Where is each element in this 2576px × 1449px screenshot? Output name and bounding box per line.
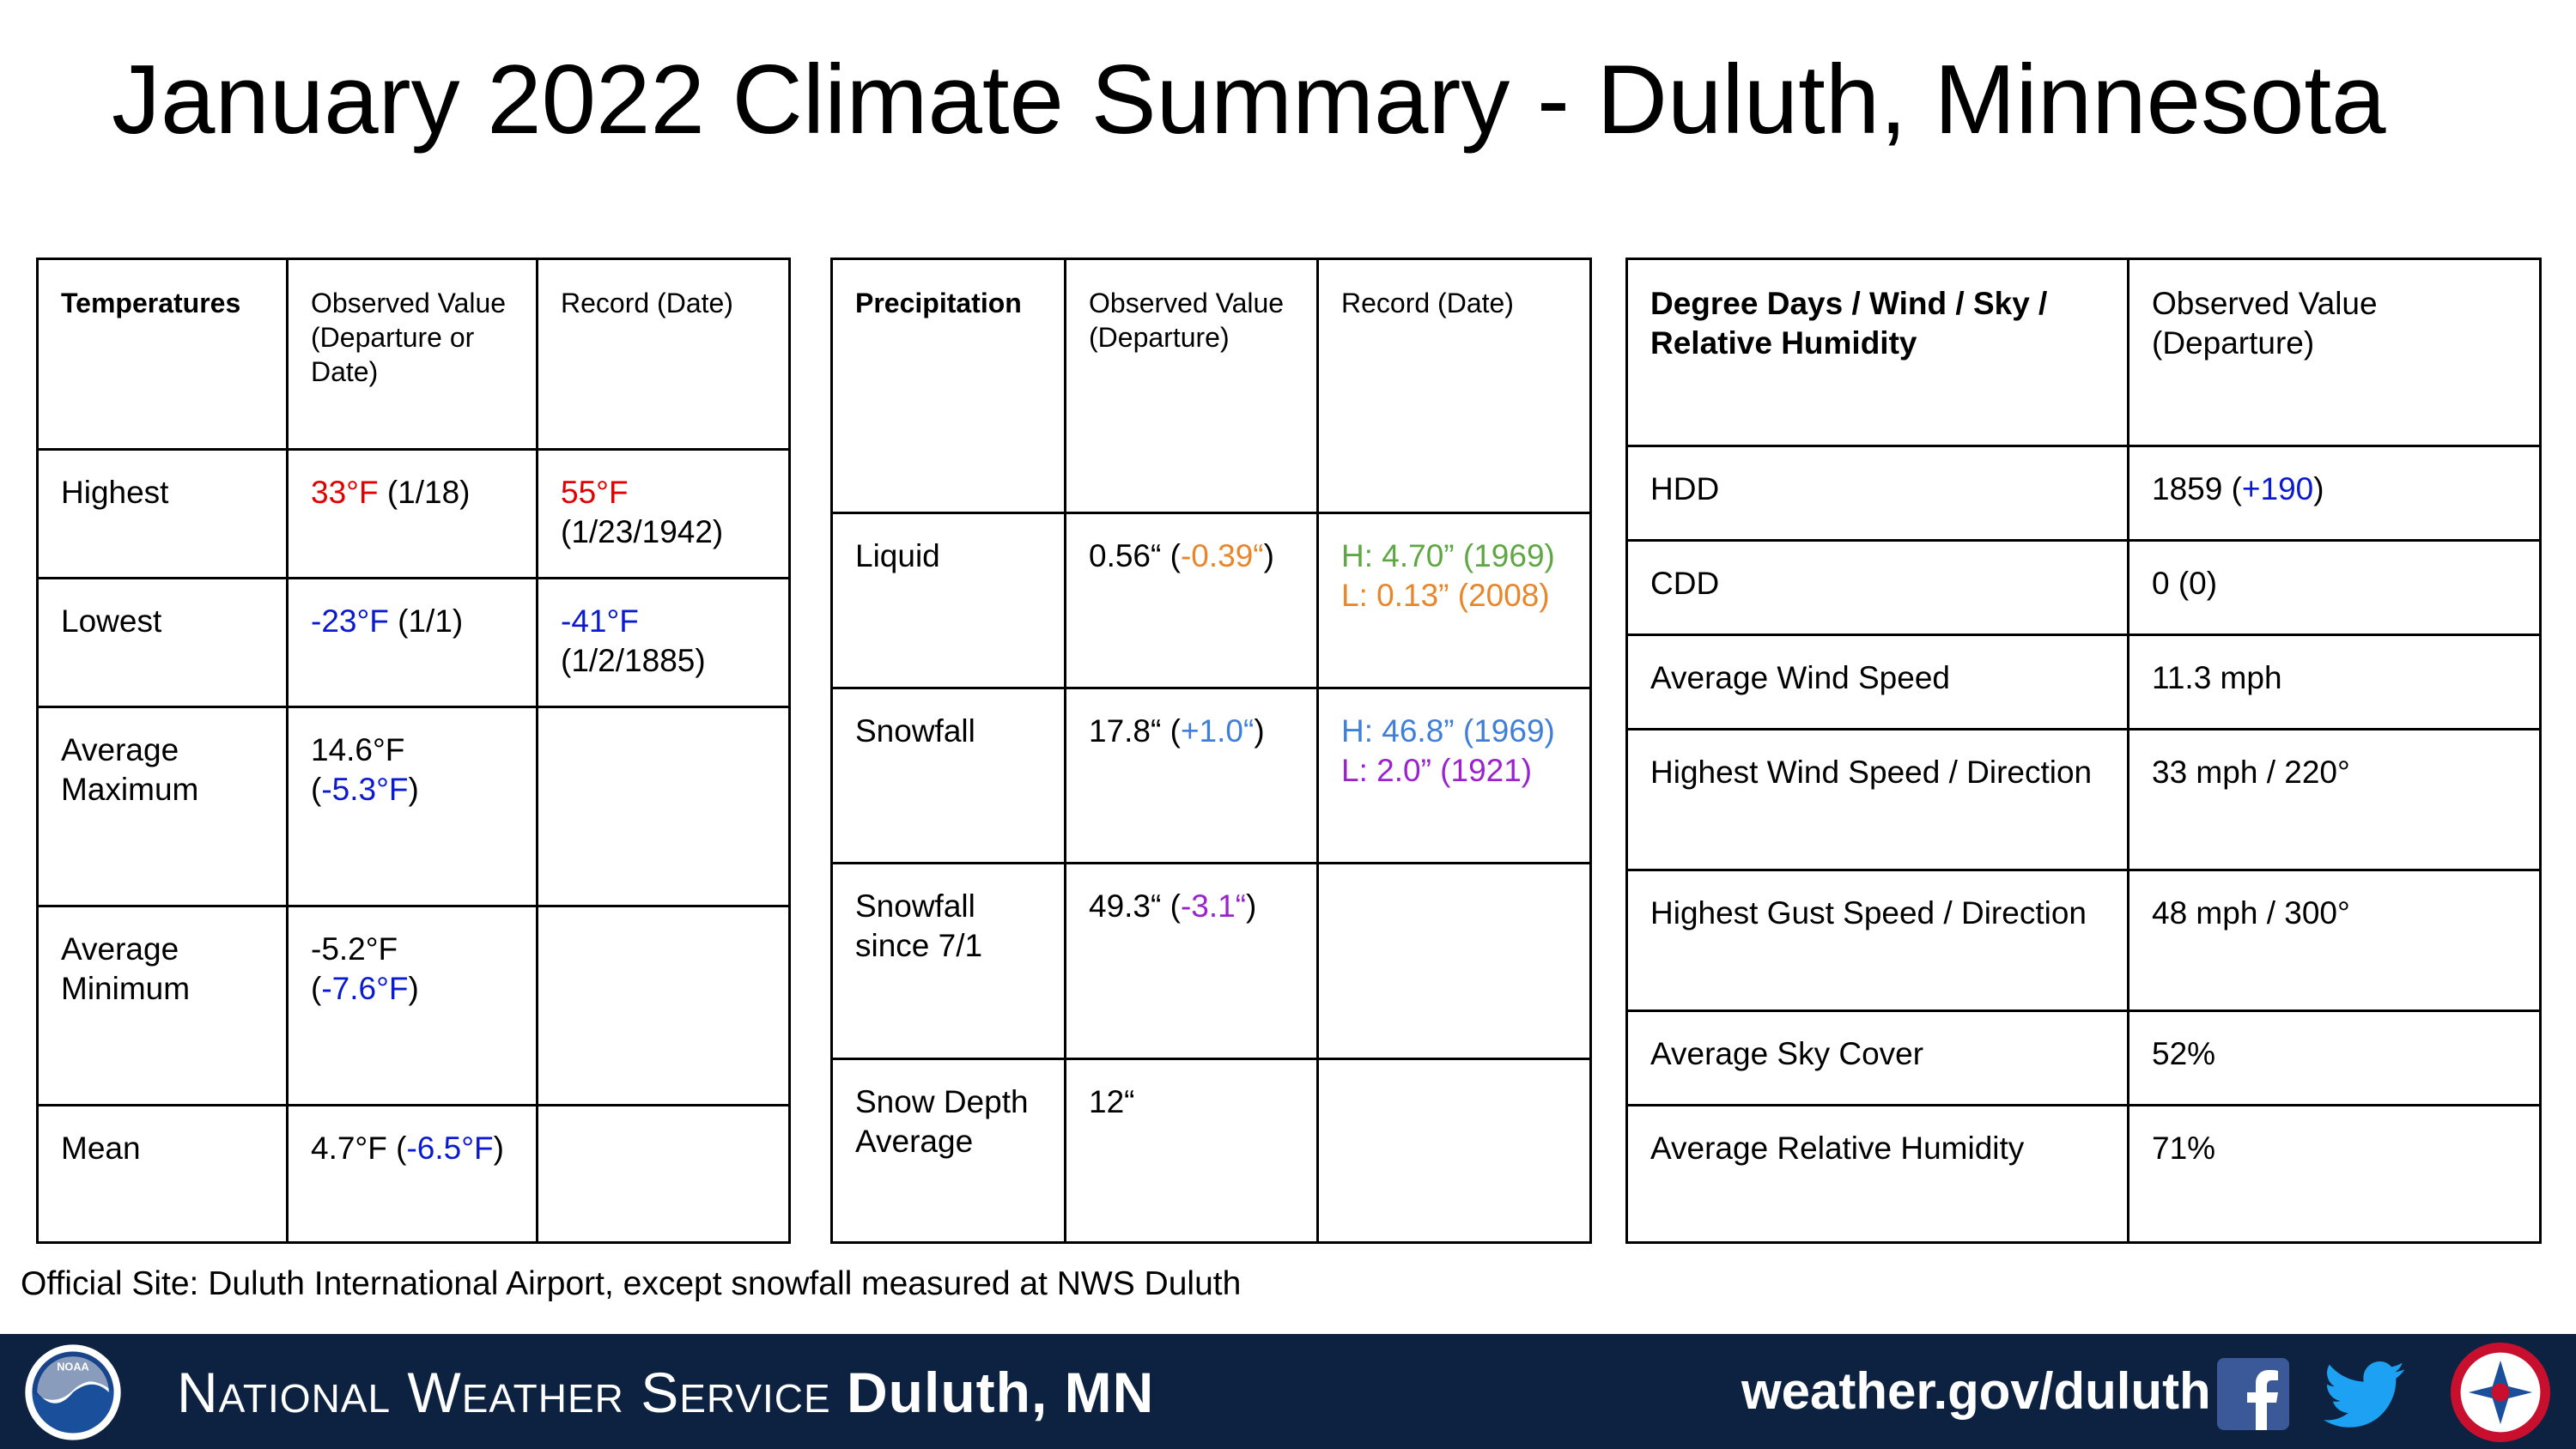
temperatures-table: Temperatures Observed Value (Departure o… bbox=[36, 258, 791, 1244]
column-header: Observed Value (Departure or Date) bbox=[286, 258, 538, 451]
observed-value: 0 (0) bbox=[2127, 539, 2542, 636]
record-value: H: 4.70” (1969) L: 0.13” (2008) bbox=[1316, 512, 1592, 689]
table-row: Average Relative Humidity 71% bbox=[1625, 1104, 2542, 1244]
column-header: Temperatures bbox=[36, 258, 289, 451]
observed-value: 48 mph / 300° bbox=[2127, 869, 2542, 1012]
row-label: Snowfall since 7/1 bbox=[830, 862, 1066, 1060]
observed-value: 0.56“ (-0.39“) bbox=[1064, 512, 1319, 689]
row-label: Average Relative Humidity bbox=[1625, 1104, 2129, 1244]
row-label: Highest Gust Speed / Direction bbox=[1625, 869, 2129, 1012]
observed-value: 4.7°F (-6.5°F) bbox=[286, 1104, 538, 1244]
observed-value: 33 mph / 220° bbox=[2127, 728, 2542, 871]
website-link[interactable]: weather.gov/duluth bbox=[1741, 1362, 2211, 1420]
table-header-row: Precipitation Observed Value (Departure)… bbox=[830, 258, 1592, 514]
nws-logo bbox=[2451, 1343, 2550, 1442]
svg-text:NOAA: NOAA bbox=[57, 1360, 89, 1373]
record-value: -41°F (1/2/1885) bbox=[536, 577, 791, 708]
footnote: Official Site: Duluth International Airp… bbox=[21, 1265, 1242, 1302]
column-header: Record (Date) bbox=[536, 258, 791, 451]
table-row: Highest 33°F (1/18) 55°F (1/23/1942) bbox=[36, 448, 791, 579]
table-row: CDD 0 (0) bbox=[1625, 539, 2542, 636]
page-title: January 2022 Climate Summary - Duluth, M… bbox=[112, 45, 2386, 155]
observed-value: 17.8“ (+1.0“) bbox=[1064, 687, 1319, 864]
row-label: Snow Depth Average bbox=[830, 1058, 1066, 1244]
table-row: Average Maximum 14.6°F (-5.3°F) bbox=[36, 706, 791, 907]
observed-value: 14.6°F (-5.3°F) bbox=[286, 706, 538, 907]
record-value bbox=[1316, 862, 1592, 1060]
record-value bbox=[536, 706, 791, 907]
row-label: Average Sky Cover bbox=[1625, 1009, 2129, 1106]
column-header: Observed Value (Departure) bbox=[1064, 258, 1319, 514]
row-label: Average Maximum bbox=[36, 706, 289, 907]
record-value bbox=[536, 905, 791, 1106]
table-row: Average Minimum -5.2°F (-7.6°F) bbox=[36, 905, 791, 1106]
table-row: Average Sky Cover 52% bbox=[1625, 1009, 2542, 1106]
row-label: Mean bbox=[36, 1104, 289, 1244]
observed-value: -5.2°F (-7.6°F) bbox=[286, 905, 538, 1106]
observed-value: 71% bbox=[2127, 1104, 2542, 1244]
table-row: Mean 4.7°F (-6.5°F) bbox=[36, 1104, 791, 1244]
observed-value: 11.3 mph bbox=[2127, 634, 2542, 731]
row-label: Snowfall bbox=[830, 687, 1066, 864]
table-row: Highest Gust Speed / Direction 48 mph / … bbox=[1625, 869, 2542, 1012]
column-header: Observed Value (Departure) bbox=[2127, 258, 2542, 447]
precipitation-table: Precipitation Observed Value (Departure)… bbox=[830, 258, 1592, 1244]
table-row: Liquid 0.56“ (-0.39“) H: 4.70” (1969) L: … bbox=[830, 512, 1592, 689]
record-value: 55°F (1/23/1942) bbox=[536, 448, 791, 579]
facebook-icon[interactable] bbox=[2217, 1358, 2289, 1430]
noaa-logo: NOAA bbox=[25, 1344, 121, 1440]
record-value bbox=[1316, 1058, 1592, 1244]
table-row: Snow Depth Average 12“ bbox=[830, 1058, 1592, 1244]
table-row: Snowfall since 7/1 49.3“ (-3.1“) bbox=[830, 862, 1592, 1060]
row-label: Highest bbox=[36, 448, 289, 579]
observed-value: 49.3“ (-3.1“) bbox=[1064, 862, 1319, 1060]
degree-days-wind-sky-table: Degree Days / Wind / Sky / Relative Humi… bbox=[1625, 258, 2542, 1244]
table-header-row: Temperatures Observed Value (Departure o… bbox=[36, 258, 791, 451]
table-row: Lowest -23°F (1/1) -41°F (1/2/1885) bbox=[36, 577, 791, 708]
observed-value: -23°F (1/1) bbox=[286, 577, 538, 708]
column-header: Precipitation bbox=[830, 258, 1066, 514]
row-label: Average Wind Speed bbox=[1625, 634, 2129, 731]
table-row: Snowfall 17.8“ (+1.0“) H: 46.8” (1969) L:… bbox=[830, 687, 1592, 864]
row-label: Average Minimum bbox=[36, 905, 289, 1106]
column-header: Degree Days / Wind / Sky / Relative Humi… bbox=[1625, 258, 2129, 447]
row-label: Liquid bbox=[830, 512, 1066, 689]
observed-value: 12“ bbox=[1064, 1058, 1319, 1244]
observed-value: 1859 (+190) bbox=[2127, 445, 2542, 542]
twitter-icon[interactable] bbox=[2324, 1361, 2406, 1430]
record-value bbox=[536, 1104, 791, 1244]
observed-value: 52% bbox=[2127, 1009, 2542, 1106]
row-label: Highest Wind Speed / Direction bbox=[1625, 728, 2129, 871]
row-label: CDD bbox=[1625, 539, 2129, 636]
footer-banner: NOAA National Weather Service Duluth, MN… bbox=[0, 1334, 2576, 1449]
observed-value: 33°F (1/18) bbox=[286, 448, 538, 579]
table-header-row: Degree Days / Wind / Sky / Relative Humi… bbox=[1625, 258, 2542, 447]
row-label: Lowest bbox=[36, 577, 289, 708]
row-label: HDD bbox=[1625, 445, 2129, 542]
banner-agency-title: National Weather Service Duluth, MN bbox=[177, 1361, 1155, 1424]
record-value: H: 46.8” (1969) L: 2.0” (1921) bbox=[1316, 687, 1592, 864]
table-row: Average Wind Speed 11.3 mph bbox=[1625, 634, 2542, 731]
table-row: HDD 1859 (+190) bbox=[1625, 445, 2542, 542]
column-header: Record (Date) bbox=[1316, 258, 1592, 514]
table-row: Highest Wind Speed / Direction 33 mph / … bbox=[1625, 728, 2542, 871]
